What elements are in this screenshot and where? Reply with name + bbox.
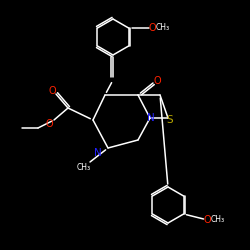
Text: O: O xyxy=(48,86,56,96)
Text: CH₃: CH₃ xyxy=(156,24,170,32)
Text: N: N xyxy=(147,113,155,123)
Text: O: O xyxy=(149,23,156,33)
Text: S: S xyxy=(167,115,173,125)
Text: N: N xyxy=(94,148,102,158)
Text: O: O xyxy=(153,76,161,86)
Text: O: O xyxy=(204,215,212,225)
Text: CH₃: CH₃ xyxy=(210,216,225,224)
Text: CH₃: CH₃ xyxy=(77,164,91,172)
Text: O: O xyxy=(45,119,53,129)
